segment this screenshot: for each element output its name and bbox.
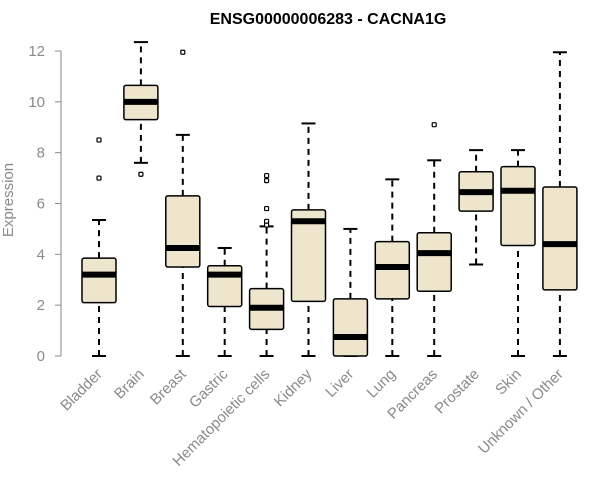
- box-lung: [374, 178, 411, 357]
- outlier-point: [264, 172, 270, 179]
- outlier-point: [180, 49, 186, 55]
- outlier-point: [96, 137, 102, 143]
- box-kidney: [290, 122, 327, 357]
- box-liver: [332, 227, 369, 357]
- box-brain: [123, 41, 159, 177]
- y-tick-label: 4: [37, 246, 45, 263]
- box-iqr: [290, 209, 327, 303]
- outlier-point: [431, 122, 437, 128]
- x-tick-label-bladder: Bladder: [57, 366, 106, 415]
- y-tick-label: 10: [28, 94, 45, 111]
- box-iqr: [165, 195, 201, 268]
- x-tick-label-kidney: Kidney: [271, 365, 316, 410]
- box-iqr: [542, 186, 578, 291]
- box-iqr: [332, 298, 369, 357]
- outlier-point: [264, 205, 270, 212]
- y-axis: 0 2 4 6 8 10 12: [28, 43, 62, 365]
- box-pancreas: [416, 122, 452, 357]
- box-unknown-other: [542, 51, 578, 357]
- box-hematopoietic-cells: [248, 172, 285, 357]
- y-tick-label: 0: [37, 348, 45, 365]
- box-bladder: [81, 137, 117, 357]
- outlier-point: [264, 178, 270, 184]
- y-tick-label: 2: [37, 297, 45, 314]
- outlier-point: [264, 222, 270, 228]
- box-iqr: [81, 257, 117, 304]
- x-tick-label-breast: Breast: [147, 365, 190, 408]
- box-prostate: [458, 149, 494, 266]
- plot-area: [81, 41, 578, 357]
- y-tick-label: 6: [37, 196, 45, 213]
- y-tick-label: 8: [37, 145, 45, 162]
- box-iqr: [416, 231, 452, 292]
- y-axis-label: Expression: [0, 163, 17, 237]
- x-tick-label-prostate: Prostate: [431, 366, 483, 418]
- x-tick-label-skin: Skin: [492, 366, 525, 399]
- outlier-point: [138, 171, 144, 177]
- x-tick-label-brain: Brain: [111, 366, 148, 403]
- box-iqr: [500, 165, 536, 247]
- y-tick-label: 12: [28, 43, 45, 60]
- box-gastric: [206, 246, 243, 357]
- x-tick-label-liver: Liver: [322, 366, 357, 401]
- outlier-point: [96, 175, 102, 181]
- box-breast: [165, 49, 201, 357]
- box-iqr: [374, 240, 411, 300]
- box-skin: [500, 149, 536, 357]
- x-tick-label-lung: Lung: [364, 366, 400, 402]
- chart-title: ENSG00000006283 - CACNA1G: [210, 11, 447, 28]
